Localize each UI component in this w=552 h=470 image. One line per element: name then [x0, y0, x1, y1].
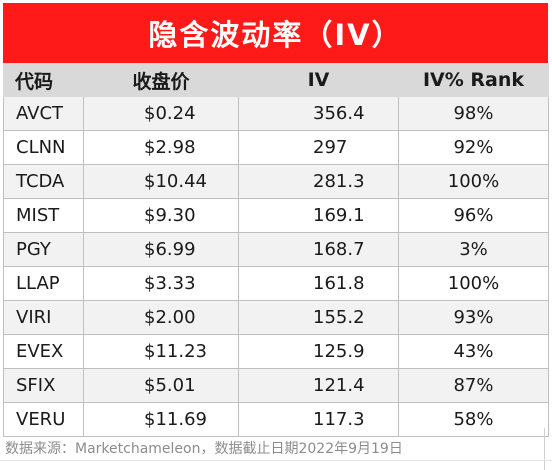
cell-ticker[interactable]: SFIX: [3, 368, 84, 403]
header-row: 代码 收盘价 IV IV% Rank: [3, 63, 549, 97]
cell-ticker[interactable]: MIST: [3, 198, 84, 233]
cell-price[interactable]: $2.00: [83, 300, 239, 335]
table-title: 隐含波动率（IV）: [148, 18, 403, 52]
header-rank[interactable]: IV% Rank: [398, 63, 549, 97]
cell-iv[interactable]: 155.2: [238, 300, 399, 335]
cell-iv[interactable]: 125.9: [238, 334, 399, 369]
cell-iv[interactable]: 168.7: [238, 232, 399, 267]
cell-ticker[interactable]: TCDA: [3, 164, 84, 199]
cell-ticker[interactable]: EVEX: [3, 334, 84, 369]
cell-rank[interactable]: 93%: [398, 300, 549, 335]
cell-ticker[interactable]: VIRI: [3, 300, 84, 335]
cell-rank[interactable]: 100%: [398, 266, 549, 301]
table-row: VERU $11.69 117.3 58%: [3, 402, 549, 437]
cell-price[interactable]: $6.99: [83, 232, 239, 267]
table-row: AVCT $0.24 356.4 98%: [3, 96, 549, 131]
cell-ticker[interactable]: CLNN: [3, 130, 84, 165]
table-row: TCDA $10.44 281.3 100%: [3, 164, 549, 199]
cell-rank[interactable]: 3%: [398, 232, 549, 267]
header-iv[interactable]: IV: [238, 63, 399, 97]
cell-iv[interactable]: 121.4: [238, 368, 399, 403]
gridline-divider: [0, 460, 552, 461]
header-code[interactable]: 代码: [3, 63, 84, 97]
cell-iv[interactable]: 356.4: [238, 96, 399, 131]
table-row: VIRI $2.00 155.2 93%: [3, 300, 549, 335]
table-row: EVEX $11.23 125.9 43%: [3, 334, 549, 369]
cell-rank[interactable]: 96%: [398, 198, 549, 233]
cell-ticker[interactable]: VERU: [3, 402, 84, 437]
cell-price[interactable]: $0.24: [83, 96, 239, 131]
cell-iv[interactable]: 281.3: [238, 164, 399, 199]
cell-price[interactable]: $10.44: [83, 164, 239, 199]
data-source-note: 数据来源：Marketchameleon，数据截止日期2022年9月19日: [5, 441, 403, 457]
cell-price[interactable]: $5.01: [83, 368, 239, 403]
cell-iv[interactable]: 161.8: [238, 266, 399, 301]
cell-price[interactable]: $2.98: [83, 130, 239, 165]
cell-iv[interactable]: 169.1: [238, 198, 399, 233]
cell-price[interactable]: $11.69: [83, 402, 239, 437]
cell-ticker[interactable]: PGY: [3, 232, 84, 267]
cell-rank[interactable]: 58%: [398, 402, 549, 437]
cell-price[interactable]: $9.30: [83, 198, 239, 233]
iv-table: 代码 收盘价 IV IV% Rank AVCT $0.24 356.4 98% …: [3, 63, 549, 437]
cell-price[interactable]: $3.33: [83, 266, 239, 301]
gridline-divider: [544, 428, 545, 470]
cell-ticker[interactable]: AVCT: [3, 96, 84, 131]
cell-iv[interactable]: 297: [238, 130, 399, 165]
table-row: SFIX $5.01 121.4 87%: [3, 368, 549, 403]
header-price[interactable]: 收盘价: [83, 63, 239, 97]
title-banner: 隐含波动率（IV）: [3, 3, 548, 63]
cell-rank[interactable]: 100%: [398, 164, 549, 199]
cell-rank[interactable]: 92%: [398, 130, 549, 165]
cell-ticker[interactable]: LLAP: [3, 266, 84, 301]
table-row: PGY $6.99 168.7 3%: [3, 232, 549, 267]
table-row: LLAP $3.33 161.8 100%: [3, 266, 549, 301]
cell-iv[interactable]: 117.3: [238, 402, 399, 437]
cell-price[interactable]: $11.23: [83, 334, 239, 369]
table-row: CLNN $2.98 297 92%: [3, 130, 549, 165]
cell-rank[interactable]: 98%: [398, 96, 549, 131]
cell-rank[interactable]: 43%: [398, 334, 549, 369]
cell-rank[interactable]: 87%: [398, 368, 549, 403]
table-row: MIST $9.30 169.1 96%: [3, 198, 549, 233]
